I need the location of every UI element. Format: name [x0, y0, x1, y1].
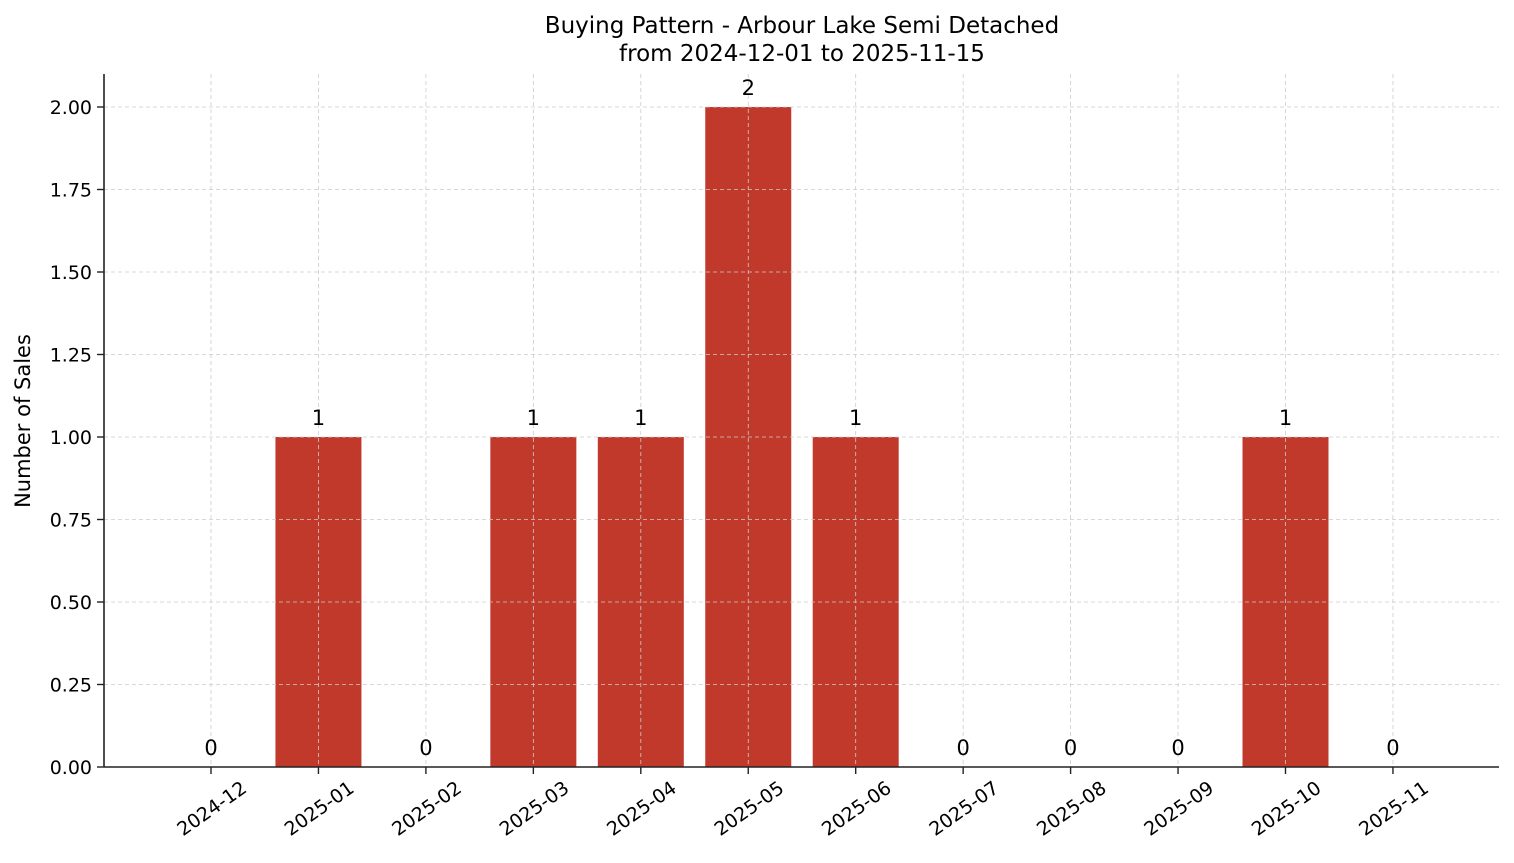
x-tick-label: 2025-04: [603, 777, 681, 841]
x-tick-label: 2025-03: [496, 777, 574, 841]
x-axis: 2024-12 2025-01 2025-02 2025-03 2025-04 2025-…: [173, 767, 1433, 841]
y-tick-label: 2.00: [50, 97, 92, 119]
data-label: 0: [1064, 736, 1077, 760]
x-tick-label: 2025-02: [388, 777, 466, 841]
x-tick-label: 2025-09: [1140, 777, 1218, 841]
y-tick-label: 0.25: [50, 675, 92, 697]
data-label: 0: [204, 736, 217, 760]
data-label: 0: [956, 736, 969, 760]
x-tick-label: 2025-06: [818, 777, 896, 841]
data-label: 0: [1386, 736, 1399, 760]
y-tick-label: 1.00: [50, 427, 92, 449]
y-tick-label: 0.00: [50, 757, 92, 779]
y-tick-label: 0.50: [50, 592, 92, 614]
gridlines: [104, 74, 1499, 767]
chart-subtitle: from 2024-12-01 to 2025-11-15: [619, 41, 985, 67]
y-tick-label: 1.75: [50, 180, 92, 202]
data-label: 0: [419, 736, 432, 760]
y-tick-label: 1.25: [50, 345, 92, 367]
x-tick-label: 2025-05: [710, 777, 788, 841]
chart-title: Buying Pattern - Arbour Lake Semi Detach…: [545, 13, 1059, 39]
data-label: 1: [527, 406, 540, 430]
data-labels: 0 1 0 1 1 2 1 0 0 0 1 0: [204, 76, 1399, 760]
x-tick-label: 2024-12: [173, 777, 251, 841]
data-label: 1: [312, 406, 325, 430]
x-tick-label: 2025-11: [1355, 777, 1433, 841]
x-tick-label: 2025-10: [1248, 777, 1326, 841]
data-label: 1: [1279, 406, 1292, 430]
y-axis: 0.00 0.25 0.50 0.75 1.00 1.25 1.50 1.75 2.00: [50, 97, 104, 779]
data-label: 0: [1171, 736, 1184, 760]
data-label: 1: [634, 406, 647, 430]
y-axis-label: Number of Sales: [11, 334, 35, 508]
x-tick-label: 2025-01: [281, 777, 359, 841]
x-tick-label: 2025-08: [1033, 777, 1111, 841]
data-label: 1: [849, 406, 862, 430]
x-tick-label: 2025-07: [925, 777, 1003, 841]
data-label: 2: [742, 76, 755, 100]
y-tick-label: 0.75: [50, 510, 92, 532]
y-tick-label: 1.50: [50, 262, 92, 284]
